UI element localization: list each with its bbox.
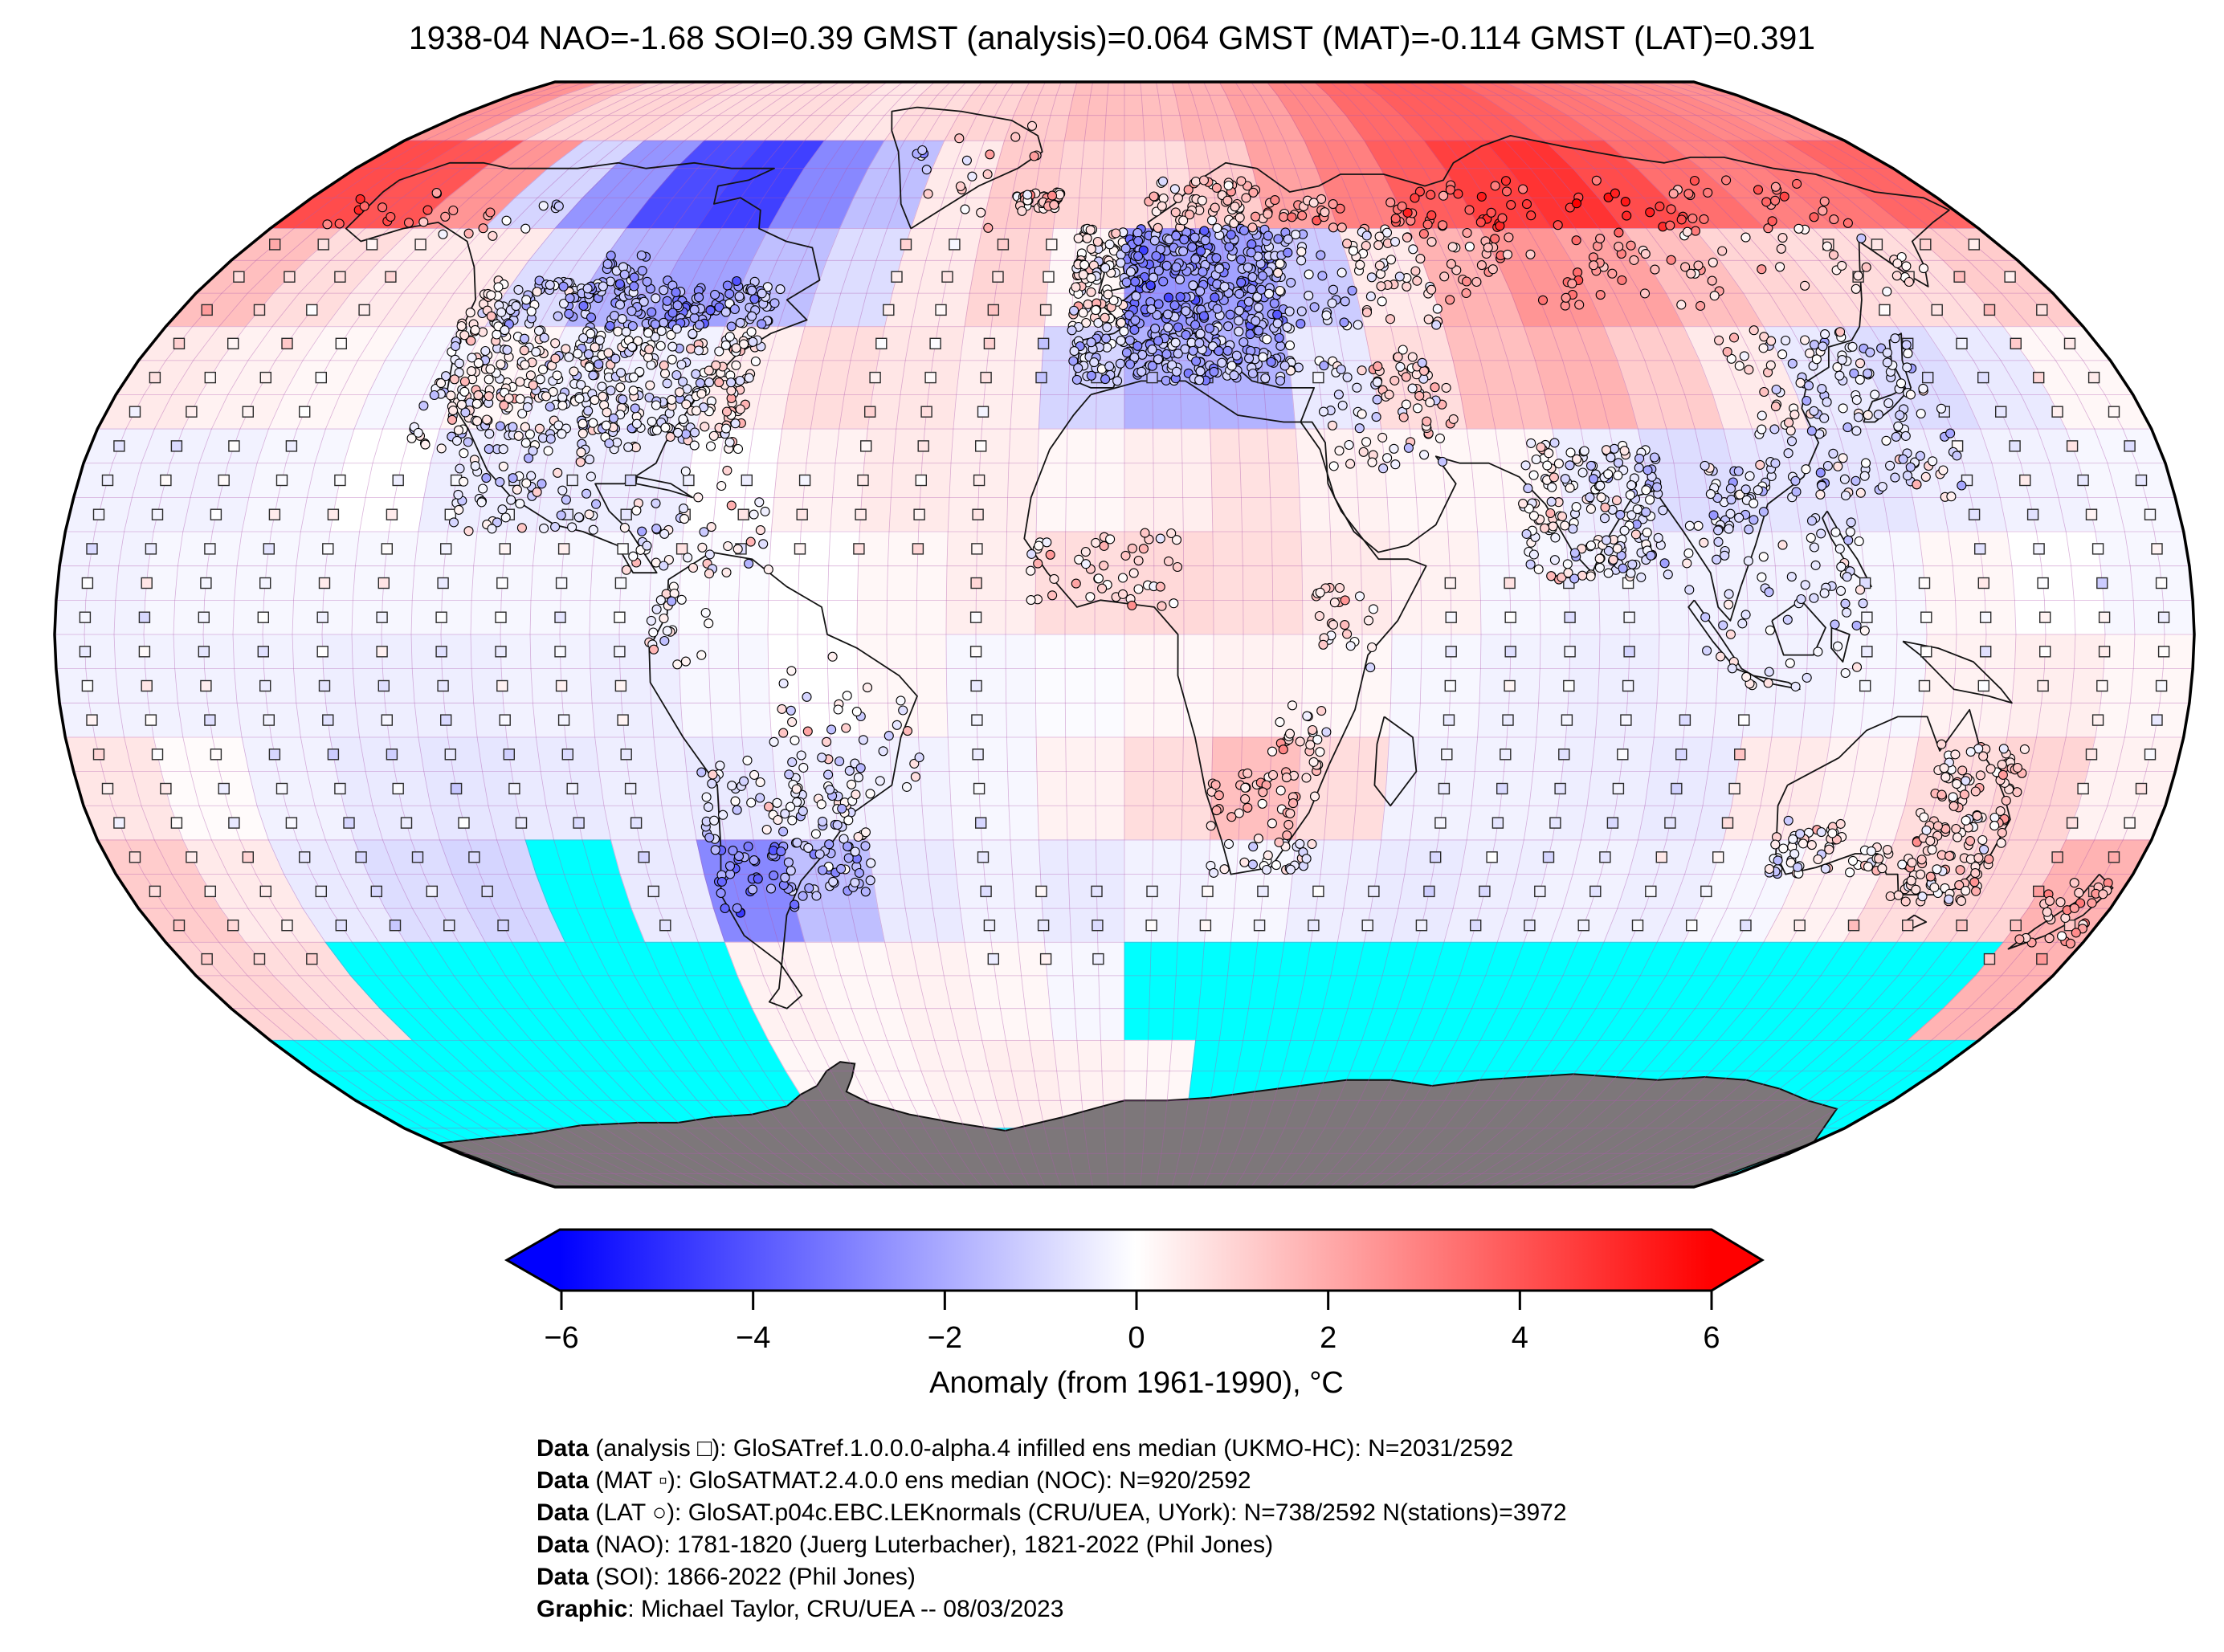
credit-line-label: Data: [537, 1467, 590, 1494]
colorbar-tick-label: 6: [1703, 1321, 1720, 1355]
credit-line-label: Data: [537, 1532, 590, 1558]
credits-block: Data (analysis □): GloSATref.1.0.0.0-alp…: [537, 1433, 1567, 1625]
credit-line-text: (SOI): 1866-2022 (Phil Jones): [589, 1564, 916, 1590]
colorbar-tick-label: −6: [544, 1321, 578, 1355]
credit-line: Data (LAT ○): GloSAT.p04c.EBC.LEKnormals…: [537, 1497, 1567, 1529]
credit-line-text: (analysis □): GloSATref.1.0.0.0-alpha.4 …: [589, 1435, 1514, 1462]
credit-line-text: (MAT ▫): GloSATMAT.2.4.0.0 ens median (N…: [589, 1467, 1251, 1494]
credit-line: Data (NAO): 1781-1820 (Juerg Luterbacher…: [537, 1529, 1567, 1561]
map-outline: [53, 80, 2196, 1189]
credit-line-label: Data: [537, 1435, 590, 1462]
colorbar-ticks: −6 −4 −2 0 2 4 6: [544, 1291, 1720, 1355]
credit-line-text: : Michael Taylor, CRU/UEA -- 08/03/2023: [627, 1596, 1064, 1622]
colorbar-axis-label: Anomaly (from 1961-1990), °C: [929, 1366, 1344, 1400]
credit-line-label: Data: [537, 1499, 590, 1526]
credit-line-label: Graphic: [537, 1596, 628, 1622]
colorbar-tick-label: 2: [1320, 1321, 1336, 1355]
colorbar-tick-label: 4: [1512, 1321, 1528, 1355]
credit-line-label: Data: [537, 1564, 590, 1590]
credit-line: Data (MAT ▫): GloSATMAT.2.4.0.0 ens medi…: [537, 1465, 1567, 1497]
antarctica-landmass: [437, 1061, 1838, 1188]
colorbar: −6 −4 −2 0 2 4 6 Anomaly (from 1961-1990), °C: [504, 1228, 1765, 1400]
colorbar-gradient-bar: [504, 1228, 1765, 1292]
credit-line: Data (SOI): 1866-2022 (Phil Jones): [537, 1561, 1567, 1593]
chart-title: 1938-04 NAO=-1.68 SOI=0.39 GMST (analysi…: [408, 19, 1816, 56]
colorbar-tick-label: −4: [736, 1321, 770, 1355]
credit-line-text: (LAT ○): GloSAT.p04c.EBC.LEKnormals (CRU…: [589, 1499, 1567, 1526]
station-circle-markers: [322, 120, 2113, 948]
colorbar-tick-label: −2: [928, 1321, 962, 1355]
colorbar-tick-label: 0: [1128, 1321, 1145, 1355]
credit-line: Data (analysis □): GloSATref.1.0.0.0-alp…: [537, 1433, 1567, 1465]
credit-line: Graphic: Michael Taylor, CRU/UEA -- 08/0…: [537, 1593, 1567, 1625]
credit-line-text: (NAO): 1781-1820 (Juerg Luterbacher), 18…: [589, 1532, 1274, 1558]
